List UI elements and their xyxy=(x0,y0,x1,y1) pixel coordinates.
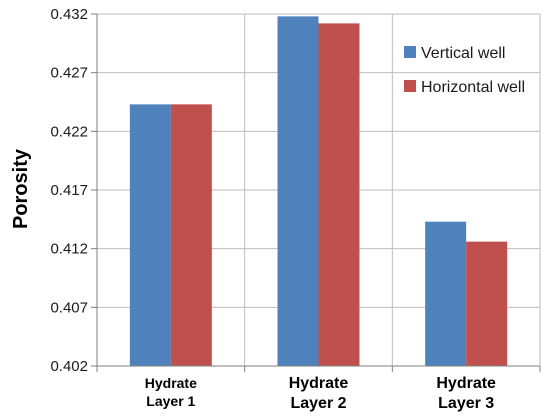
legend-label: Horizontal well xyxy=(421,79,525,96)
bar-horizontal-well-2 xyxy=(318,23,360,367)
y-tick-label: 0.412 xyxy=(50,241,88,258)
legend-swatch xyxy=(404,46,416,58)
y-tick-label: 0.402 xyxy=(50,358,88,375)
bar-vertical-well-2 xyxy=(277,16,319,366)
bars xyxy=(129,16,508,367)
y-axis-title: Porosity xyxy=(10,148,32,229)
y-tick-label: 0.417 xyxy=(50,182,88,199)
legend-swatch xyxy=(404,80,416,92)
x-category-label: Hydrate Layer 1 xyxy=(145,375,197,409)
x-category-labels: Hydrate Layer 1 Hydrate Layer 2 Hydrate Layer… xyxy=(145,375,496,412)
y-tick-label: 0.422 xyxy=(50,123,88,140)
x-category-label: Hydrate Layer 2 xyxy=(289,375,349,412)
x-category-label: Hydrate Layer 3 xyxy=(436,375,496,412)
y-tick-labels: 0.402 0.407 0.412 0.417 0.422 0.427 0.432 xyxy=(50,6,88,375)
y-tick-label: 0.432 xyxy=(50,6,88,23)
bar-vertical-well-3 xyxy=(425,221,467,366)
axes xyxy=(91,13,541,372)
y-tick-label: 0.427 xyxy=(50,65,88,82)
bar-horizontal-well-3 xyxy=(466,241,508,366)
y-tick-label: 0.407 xyxy=(50,299,88,316)
legend-label: Vertical well xyxy=(421,45,505,62)
legend: Vertical well Horizontal well xyxy=(404,45,525,96)
bar-vertical-well-1 xyxy=(129,104,171,366)
bar-horizontal-well-1 xyxy=(170,104,212,366)
